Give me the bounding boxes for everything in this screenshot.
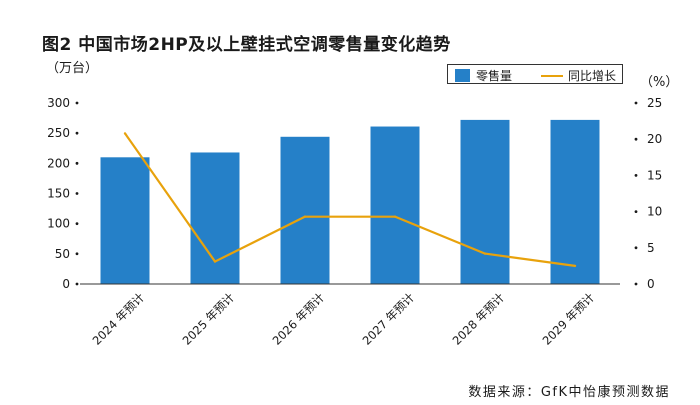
bar xyxy=(280,136,330,284)
legend-item-line: 同比增长 xyxy=(541,67,616,84)
bar xyxy=(100,157,150,284)
category-label: 2024 年预计 xyxy=(90,290,148,348)
legend-line-swatch xyxy=(541,74,563,77)
bar xyxy=(190,152,240,284)
growth-point xyxy=(303,215,307,218)
bar xyxy=(460,119,510,284)
legend-bar-swatch xyxy=(455,69,470,82)
left-tick-label: 50 xyxy=(55,247,70,261)
left-tick-label: 300 xyxy=(47,96,70,110)
bar xyxy=(370,126,420,284)
right-tick-dot xyxy=(634,246,638,250)
left-tick-dot xyxy=(75,161,79,165)
category-label: 2027 年预计 xyxy=(360,290,418,348)
left-tick-label: 0 xyxy=(62,277,70,291)
left-tick-dot xyxy=(75,101,79,105)
growth-point xyxy=(213,260,217,263)
left-tick-dot xyxy=(75,252,79,256)
right-tick-label: 5 xyxy=(647,241,655,255)
left-tick-label: 100 xyxy=(47,217,70,231)
left-tick-dot xyxy=(75,131,79,135)
category-label: 2025 年预计 xyxy=(180,290,238,348)
right-axis-unit: （%） xyxy=(640,75,679,90)
left-tick-dot xyxy=(75,192,79,195)
legend-line-label: 同比增长 xyxy=(568,69,617,83)
right-tick-label: 10 xyxy=(647,205,662,219)
left-tick-dot xyxy=(75,282,79,286)
right-tick-dot xyxy=(634,282,638,286)
right-tick-dot xyxy=(634,101,638,105)
legend-item-bar: 零售量 xyxy=(455,67,512,84)
growth-point xyxy=(573,264,577,268)
right-tick-label: 20 xyxy=(647,132,662,146)
source-note: 数据来源：GfK中怡康预测数据 xyxy=(468,385,670,400)
growth-point xyxy=(123,132,127,135)
growth-line xyxy=(124,132,576,267)
category-label: 2026 年预计 xyxy=(270,290,328,348)
left-tick-label: 250 xyxy=(47,126,70,140)
growth-point xyxy=(393,215,397,218)
right-tick-label: 15 xyxy=(647,168,662,182)
right-tick-label: 25 xyxy=(647,96,662,110)
right-tick-dot xyxy=(634,137,638,141)
bar xyxy=(550,119,600,284)
growth-point xyxy=(483,252,487,255)
legend: 零售量 同比增长 xyxy=(447,64,623,84)
chart-title: 图2 中国市场2HP及以上壁挂式空调零售量变化趋势 xyxy=(42,35,451,55)
left-tick-dot xyxy=(75,222,79,226)
left-tick-label: 200 xyxy=(47,156,70,170)
category-label: 2029 年预计 xyxy=(540,290,598,348)
category-label: 2028 年预计 xyxy=(450,290,508,348)
left-tick-label: 150 xyxy=(47,187,70,201)
right-tick-dot xyxy=(634,174,638,177)
left-axis-unit: （万台） xyxy=(46,61,99,76)
right-tick-label: 0 xyxy=(647,277,655,291)
legend-bar-label: 零售量 xyxy=(476,69,513,83)
right-tick-dot xyxy=(634,210,638,214)
